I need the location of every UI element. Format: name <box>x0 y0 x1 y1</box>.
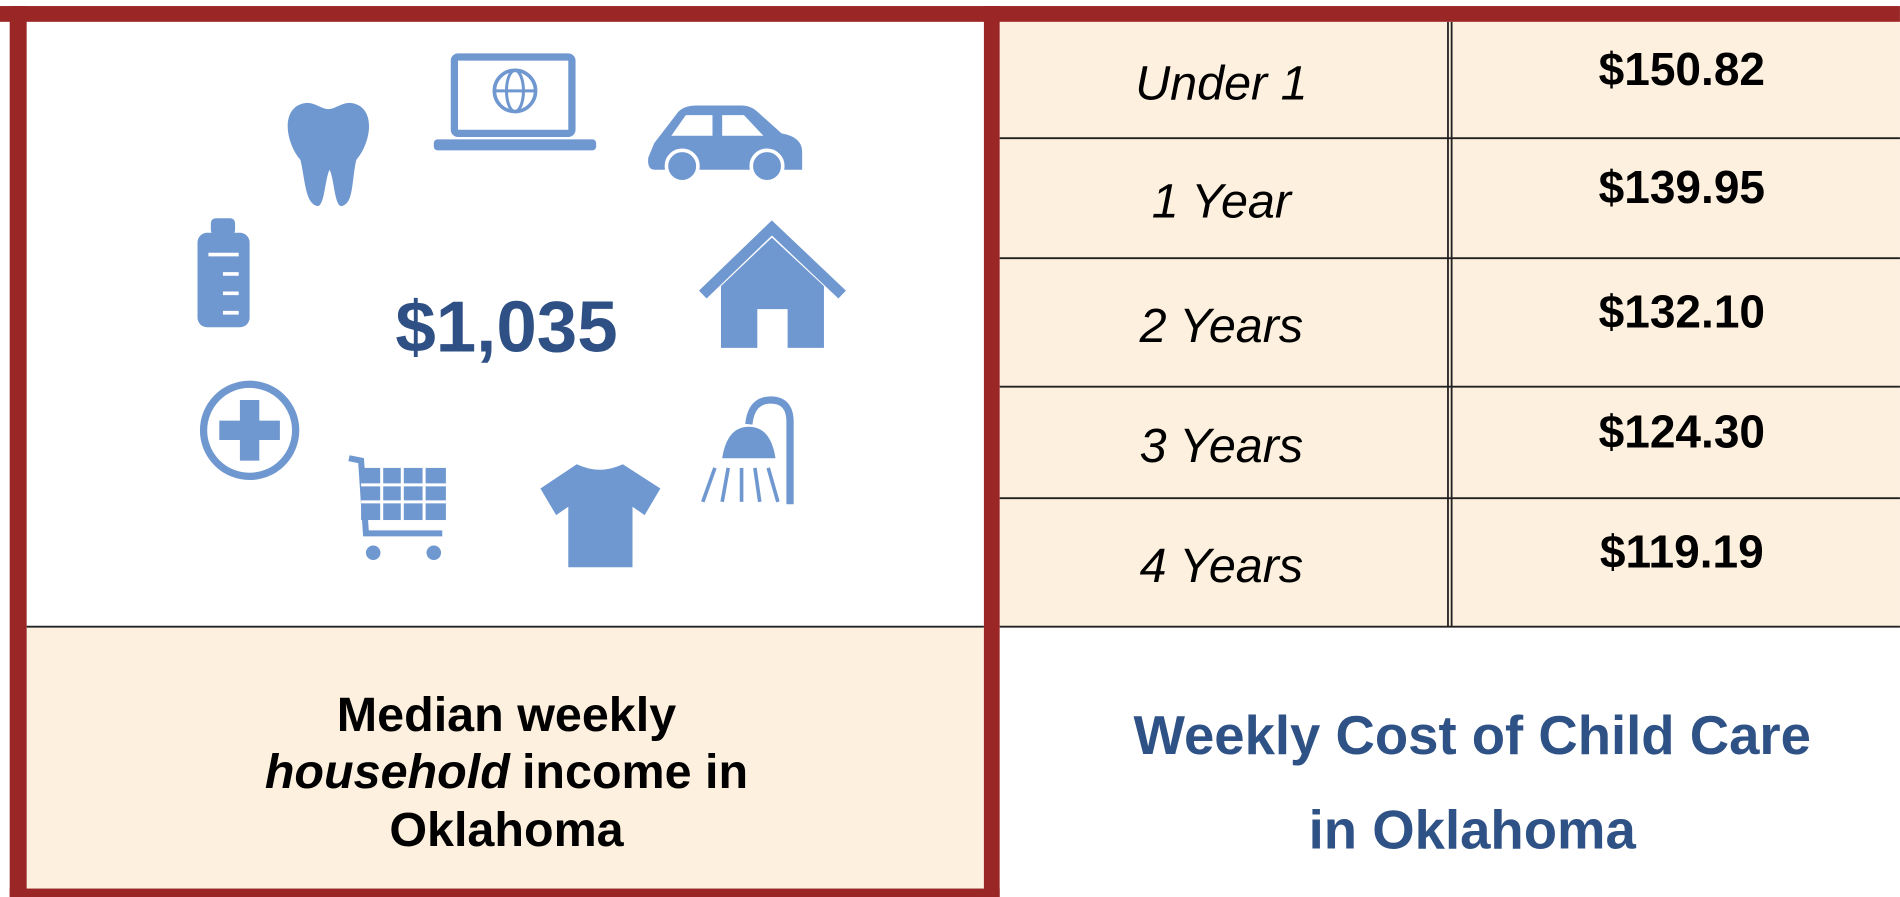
title: Weekly Cost of Child Care in Oklahoma <box>1134 705 1811 861</box>
frame <box>0 6 1900 897</box>
cost-value: $150.82 <box>1599 43 1765 95</box>
age-label: Under 1 <box>1135 56 1307 110</box>
age-label: 4 Years <box>1140 539 1303 593</box>
income-amount: $1,035 <box>395 287 617 368</box>
caption-line: household income in <box>265 745 748 799</box>
cost-value: $119.19 <box>1600 525 1764 577</box>
age-label: 2 Years <box>1139 299 1303 353</box>
cost-value: $132.10 <box>1599 285 1765 337</box>
cost-table <box>999 21 1900 627</box>
cost-value: $139.95 <box>1599 161 1765 213</box>
income-caption-panel <box>26 627 984 889</box>
caption-line: Oklahoma <box>389 803 624 857</box>
icon-panel <box>26 21 984 627</box>
income-caption: Median weekly household income in Oklahom… <box>265 688 748 857</box>
age-label: 3 Years <box>1140 419 1303 473</box>
table-rows: Under 1 $150.82 1 Year $139.95 2 Years $132.1… <box>1135 43 1765 593</box>
caption-text: income in <box>522 745 748 799</box>
caption-emphasis: household <box>265 745 511 799</box>
caption-line: Median weekly <box>337 688 676 742</box>
table-grid <box>999 21 1900 628</box>
title-panel <box>999 626 1900 889</box>
title-line: Weekly Cost of Child Care <box>1134 705 1811 766</box>
title-line: in Oklahoma <box>1309 800 1637 861</box>
cost-value: $124.30 <box>1599 405 1765 457</box>
age-label: 1 Year <box>1152 175 1293 229</box>
icons <box>197 53 846 568</box>
